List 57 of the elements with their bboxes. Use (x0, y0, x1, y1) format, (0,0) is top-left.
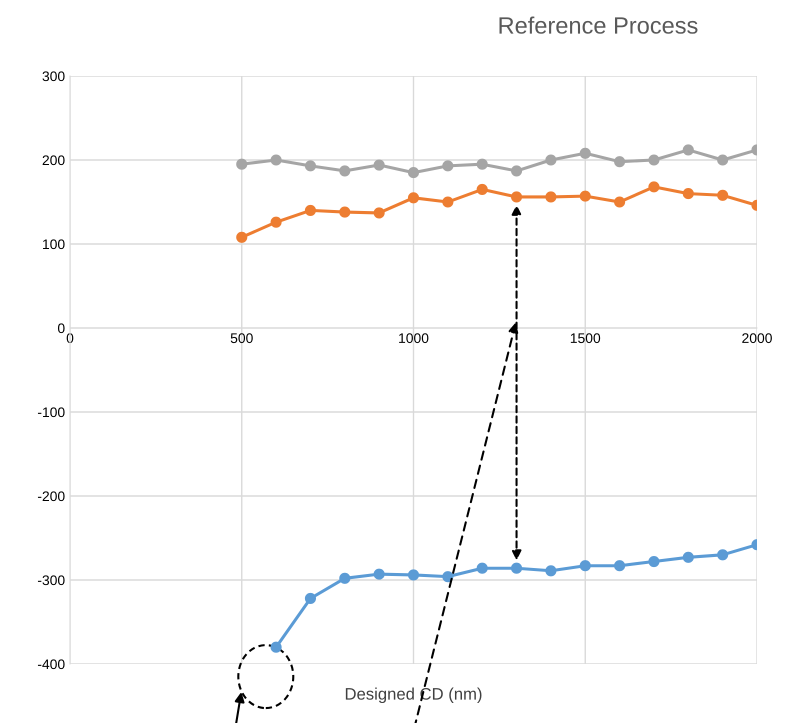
point (374, 568, 385, 580)
point (545, 565, 556, 576)
point (408, 167, 420, 178)
point (270, 216, 282, 228)
point (236, 158, 248, 170)
point (408, 569, 420, 581)
point (236, 232, 248, 243)
point (648, 556, 660, 568)
point (682, 188, 694, 200)
y-tick-label: 200 (42, 155, 65, 166)
point (304, 592, 316, 604)
point (510, 562, 522, 574)
point (510, 191, 522, 203)
point (339, 165, 350, 176)
point (476, 158, 488, 170)
y-tick-label: 100 (43, 239, 65, 250)
point (408, 192, 420, 204)
point (374, 207, 385, 218)
point (304, 204, 316, 216)
point (545, 191, 556, 203)
y-tick-label: -200 (38, 491, 65, 502)
x-tick-label: 1500 (570, 333, 600, 344)
point (442, 160, 454, 172)
x-tick-label: 500 (230, 333, 253, 344)
point (648, 154, 660, 166)
point (717, 154, 728, 166)
point (339, 572, 350, 584)
point (339, 206, 350, 218)
y-tick-label: -300 (38, 575, 65, 586)
x-tick-label: 1000 (399, 333, 428, 344)
point (682, 552, 694, 563)
point (580, 560, 591, 572)
point (270, 642, 282, 653)
point (304, 160, 316, 172)
point (476, 562, 488, 574)
point (614, 156, 626, 168)
point (442, 571, 454, 582)
point (442, 196, 454, 208)
point (374, 159, 385, 171)
point (476, 184, 488, 195)
point (270, 154, 282, 166)
point (717, 190, 728, 201)
point (614, 196, 626, 208)
point (717, 549, 728, 560)
y-tick-label: -400 (38, 659, 65, 670)
point (682, 144, 694, 156)
point (648, 181, 660, 192)
point (614, 560, 626, 572)
point (580, 148, 591, 159)
y-tick-label: 300 (42, 71, 65, 82)
y-tick-label: 0 (58, 323, 65, 334)
chart-title: Reference Process (500, 16, 698, 34)
point (545, 154, 556, 166)
point (510, 165, 522, 176)
point (580, 190, 591, 202)
y-tick-label: -100 (38, 407, 65, 418)
x-tick-label: 2000 (742, 333, 772, 344)
